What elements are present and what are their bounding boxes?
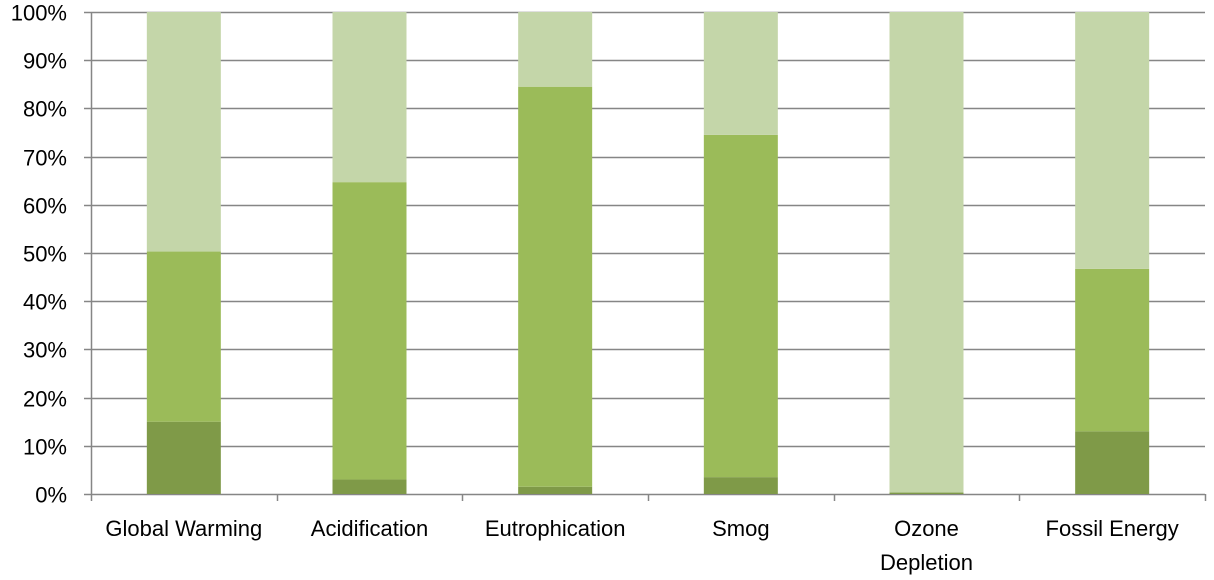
x-category-label: Smog	[712, 516, 769, 541]
bar-segment	[146, 12, 221, 252]
y-tick-label: 90%	[23, 49, 67, 74]
bar-segment	[703, 12, 778, 135]
bar-segment	[889, 12, 964, 493]
y-tick-label: 60%	[23, 194, 67, 219]
x-category-label: Global Warming	[105, 516, 262, 541]
bar-segment	[518, 12, 593, 87]
bar-segment	[1075, 268, 1150, 432]
y-tick-label: 80%	[23, 97, 67, 122]
y-tick-label: 30%	[23, 338, 67, 363]
bar-segment	[1075, 431, 1150, 494]
x-category-label: Fossil Energy	[1046, 516, 1179, 541]
x-category-label: Depletion	[880, 550, 973, 575]
x-category-label: Ozone	[894, 516, 959, 541]
bar-segment	[518, 86, 593, 487]
y-tick-label: 0%	[35, 483, 67, 508]
bar-segment	[332, 182, 407, 480]
bar-segment	[703, 477, 778, 494]
y-tick-label: 10%	[23, 435, 67, 460]
bar-segment	[146, 421, 221, 494]
bar-segment	[703, 134, 778, 478]
bar-segment	[518, 486, 593, 494]
y-tick-label: 40%	[23, 290, 67, 315]
x-category-label: Acidification	[311, 516, 428, 541]
bar-segment	[889, 492, 964, 494]
bar-segment	[332, 12, 407, 183]
x-category-label: Eutrophication	[485, 516, 626, 541]
y-tick-label: 50%	[23, 242, 67, 267]
y-tick-label: 100%	[11, 1, 67, 26]
y-tick-label: 70%	[23, 146, 67, 171]
bar-segment	[1075, 12, 1150, 269]
bar-segment	[332, 479, 407, 494]
bar-segment	[146, 251, 221, 422]
y-tick-label: 20%	[23, 387, 67, 412]
